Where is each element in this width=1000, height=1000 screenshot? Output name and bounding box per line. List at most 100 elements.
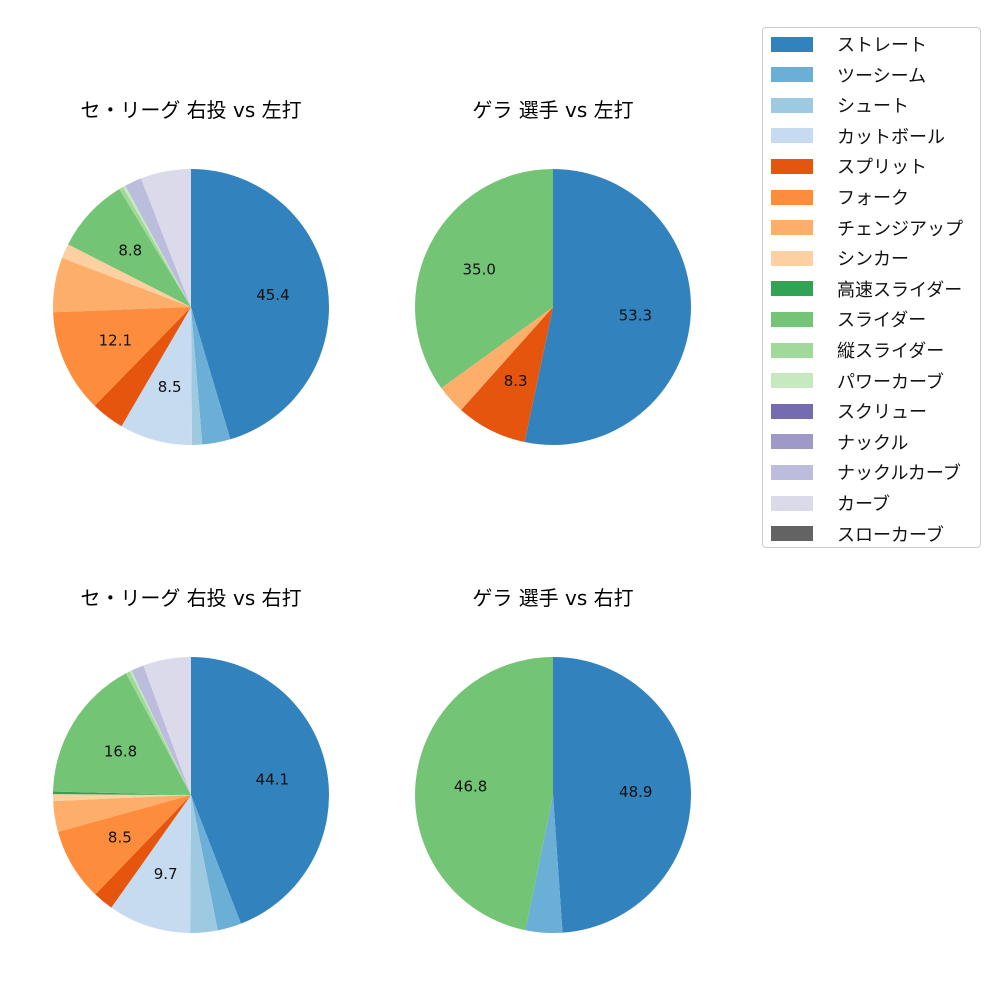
pie-slice (141, 169, 191, 307)
pie-slice (53, 795, 191, 832)
pie-chart-4: ゲラ 選手 vs 右打 48.9 46.8 (415, 586, 692, 933)
legend-item: 高速スライダー (771, 279, 963, 301)
legend-label: スクリュー (837, 402, 927, 424)
legend-label: ナックル (837, 432, 909, 454)
legend-swatch (771, 67, 813, 83)
chart-title: セ・リーグ 右投 vs 左打 (80, 98, 301, 122)
legend-swatch (771, 526, 813, 542)
legend-label: 高速スライダー (837, 279, 963, 301)
slice-label: 8.8 (118, 242, 142, 260)
pie-slice (524, 169, 692, 445)
legend-label: パワーカーブ (837, 371, 944, 393)
slice-label: 9.7 (154, 865, 178, 883)
slice-label: 35.0 (463, 260, 496, 278)
legend-item: ストレート (771, 34, 927, 56)
legend-label: シンカー (837, 249, 909, 271)
pie-chart-3: セ・リーグ 右投 vs 右打 44.1 9.7 8.5 16.8 (53, 586, 330, 933)
slice-label: 44.1 (256, 771, 289, 789)
legend-swatch (771, 158, 813, 174)
legend-item: ナックル (771, 432, 909, 454)
pie-slice (191, 795, 241, 931)
legend-item: ナックルカーブ (771, 462, 961, 485)
pie-slice (53, 673, 192, 795)
pie-slice (191, 169, 330, 440)
legend-item: カーブ (771, 493, 890, 515)
pie-slice (131, 665, 191, 795)
pie-slice (525, 795, 563, 933)
legend-label: チェンジアップ (837, 218, 963, 240)
legend-label: カーブ (837, 494, 890, 515)
pie-slice (53, 791, 192, 795)
legend-swatch (771, 128, 813, 144)
pie-slice (190, 795, 218, 933)
legend-item: スライダー (771, 309, 927, 332)
pie-slice (441, 307, 553, 410)
pie-slice (191, 657, 330, 924)
slice-label: 46.8 (454, 778, 487, 796)
pie-slice (94, 307, 191, 427)
pie-slice (68, 189, 191, 307)
legend-label: スライダー (837, 310, 927, 332)
slice-label: 8.5 (158, 378, 182, 396)
legend-label: 縦スライダー (837, 341, 945, 362)
pie-slice (58, 795, 191, 895)
legend-item: カットボール (771, 126, 945, 148)
pie-slice (95, 795, 191, 908)
legend-swatch (771, 342, 813, 358)
chart-title: ゲラ 選手 vs 左打 (472, 98, 633, 122)
legend-swatch (771, 403, 813, 419)
legend-label: ツーシーム (837, 65, 927, 87)
legend-swatch (771, 36, 813, 52)
legend-item: スプリット (771, 156, 927, 179)
legend-swatch (771, 220, 813, 236)
pie-chart-1: セ・リーグ 右投 vs 左打 45.4 8.5 12.1 8.8 (53, 98, 330, 445)
legend-swatch (771, 495, 813, 511)
legend-item: ツーシーム (771, 65, 927, 87)
legend-swatch (771, 189, 813, 205)
pie-slice (125, 178, 191, 307)
slice-label: 8.3 (504, 372, 528, 390)
slice-label: 45.4 (256, 286, 289, 304)
pie-chart-2: ゲラ 選手 vs 左打 53.3 8.3 35.0 (415, 98, 692, 445)
legend-item: シンカー (771, 248, 909, 271)
legend-swatch (771, 281, 813, 297)
legend-label: シュート (837, 96, 909, 118)
pie-slice (415, 657, 553, 931)
pie-slice (461, 307, 553, 443)
legend-swatch (771, 250, 813, 266)
pie-slice (111, 795, 191, 933)
legend-swatch (771, 434, 813, 450)
pie-slice (126, 671, 191, 795)
slice-label: 53.3 (619, 307, 652, 325)
pie-slice (121, 307, 192, 445)
pie-slice (129, 670, 191, 795)
legend-label: フォーク (837, 188, 909, 209)
legend-swatch (771, 373, 813, 389)
slice-label: 16.8 (104, 743, 137, 761)
pie-slice (53, 257, 191, 313)
legend-label: ストレート (837, 35, 927, 56)
slice-label: 12.1 (99, 332, 132, 350)
pie-slice (119, 186, 191, 307)
slice-label: 48.9 (619, 783, 652, 801)
chart-title: ゲラ 選手 vs 右打 (472, 586, 633, 610)
legend-label: カットボール (837, 126, 945, 148)
legend-label: スプリット (837, 157, 927, 179)
slice-label: 8.5 (108, 828, 132, 846)
pie-slice (53, 794, 191, 802)
legend-label: ナックルカーブ (837, 463, 961, 485)
pie-slice (143, 657, 191, 795)
pie-slice (191, 307, 203, 445)
legend-swatch (771, 311, 813, 327)
pie-slice (123, 185, 191, 307)
legend-item: スクリュー (771, 401, 927, 424)
legend-item: パワーカーブ (771, 371, 944, 393)
legend-item: フォーク (771, 187, 909, 209)
pie-slice (53, 307, 191, 406)
chart-title: セ・リーグ 右投 vs 右打 (80, 586, 301, 610)
pie-slice (191, 307, 231, 445)
pie-slice (553, 657, 692, 933)
legend-item: チェンジアップ (771, 218, 963, 240)
legend-swatch (771, 464, 813, 480)
